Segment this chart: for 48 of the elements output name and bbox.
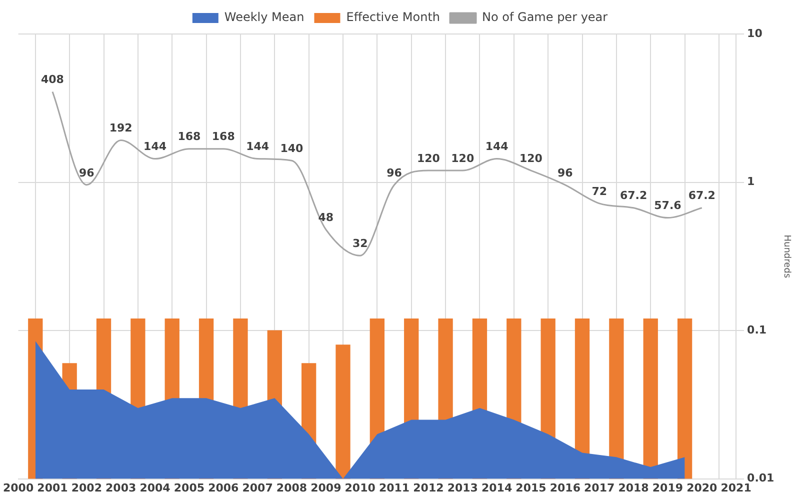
x-tick-label: 2004: [140, 481, 171, 494]
x-tick-label: 2009: [310, 481, 342, 494]
legend-label: Effective Month: [346, 10, 440, 24]
x-tick-label: 2002: [71, 481, 102, 494]
legend-label: Weekly Mean: [224, 10, 304, 24]
annotation: 96: [386, 166, 402, 180]
annotation: 32: [352, 236, 368, 250]
y-tick-label: 10: [747, 26, 763, 40]
x-tick-label: 2003: [106, 481, 136, 494]
x-tick-label: 2017: [584, 481, 615, 494]
annotation: 96: [79, 166, 95, 180]
annotation: 57.6: [654, 199, 682, 212]
annotation: 168: [178, 130, 201, 144]
annotation: 192: [109, 122, 132, 135]
annotation: 72: [592, 184, 607, 198]
x-tick-label: 2015: [516, 481, 546, 494]
y-tick-label: 1: [747, 175, 755, 188]
annotation: 408: [41, 73, 64, 86]
annotation: 144: [144, 140, 167, 154]
annotation: 144: [246, 140, 270, 154]
x-tick-label: 2012: [413, 481, 444, 494]
x-tick-label: 2018: [618, 481, 649, 494]
legend-label: No of Game per year: [482, 10, 608, 24]
x-tick-label: 2001: [37, 481, 68, 494]
annotation: 140: [280, 142, 304, 155]
annotation: 168: [212, 130, 235, 144]
y-tick-label: 0.1: [747, 323, 767, 336]
x-tick-label: 2016: [550, 481, 581, 494]
x-tick-label: 2020: [686, 481, 718, 494]
x-tick-label: 2014: [481, 481, 512, 494]
annotation: 67.2: [688, 189, 716, 202]
x-tick-label: 2006: [208, 481, 240, 494]
annotation: 144: [485, 140, 509, 154]
annotation: 96: [558, 166, 574, 180]
y-axis-title: Hundreds: [781, 234, 792, 278]
annotation: 67.2: [620, 189, 648, 202]
x-tick-label: 2010: [344, 481, 376, 494]
x-tick-label: 2011: [378, 481, 410, 494]
annotation: 48: [318, 210, 334, 224]
annotation: 120: [416, 152, 440, 165]
annotation: 120: [520, 152, 543, 165]
x-tick-label: 2008: [276, 481, 308, 494]
x-tick-label: 2013: [447, 481, 478, 494]
x-tick-label: 2007: [242, 481, 273, 494]
annotation: 120: [451, 152, 474, 165]
x-tick-label: 2005: [174, 481, 205, 494]
x-tick-label: 2000: [2, 481, 34, 494]
x-tick-label: 2019: [652, 481, 684, 494]
